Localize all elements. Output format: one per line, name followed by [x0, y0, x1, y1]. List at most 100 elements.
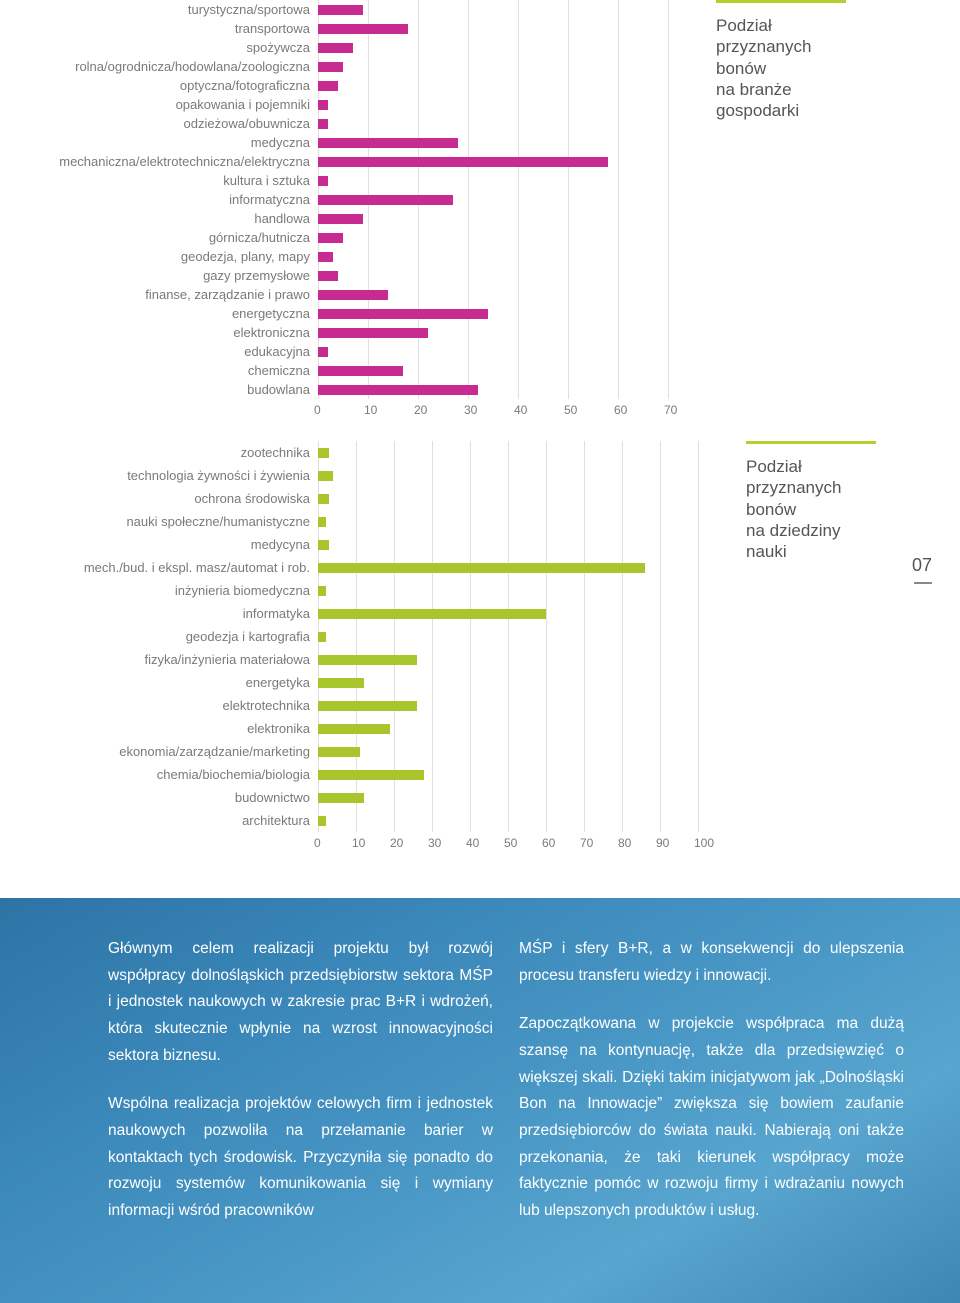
chart-row: ochrona środowiska: [0, 487, 714, 510]
chart-rows: zootechnika technologia żywności i żywie…: [0, 441, 714, 832]
x-tick: 10: [364, 403, 414, 417]
chart-row: transportowa: [0, 19, 684, 38]
title-rule: [716, 0, 846, 3]
bar-track: [318, 152, 608, 171]
bar: [318, 655, 417, 665]
bar: [318, 328, 428, 338]
bar: [318, 309, 488, 319]
x-tick: 50: [564, 403, 614, 417]
bar-label: architektura: [0, 813, 318, 828]
bar-track: [318, 466, 333, 485]
bar: [318, 271, 338, 281]
x-tick: 10: [352, 836, 390, 850]
bar-label: elektroniczna: [0, 325, 318, 340]
bar-track: [318, 38, 353, 57]
bar-label: mechaniczna/elektrotechniczna/elektryczn…: [0, 154, 318, 169]
x-tick: 100: [694, 836, 714, 850]
chart-row: medyczna: [0, 133, 684, 152]
chart-row: geodezja, plany, mapy: [0, 247, 684, 266]
chart-rows: turystyczna/sportowa transportowa spożyw…: [0, 0, 684, 399]
x-tick: 80: [618, 836, 656, 850]
bar-label: rolna/ogrodnicza/hodowlana/zoologiczna: [0, 59, 318, 74]
bar-label: edukacyjna: [0, 344, 318, 359]
chart-row: ekonomia/zarządzanie/marketing: [0, 740, 714, 763]
bar: [318, 347, 328, 357]
bar-label: finanse, zarządzanie i prawo: [0, 287, 318, 302]
bar: [318, 632, 326, 642]
chart-dziedziny: zootechnika technologia żywności i żywie…: [0, 441, 920, 850]
bar-track: [318, 209, 363, 228]
bar-label: energetyka: [0, 675, 318, 690]
bar: [318, 138, 458, 148]
bar-track: [318, 604, 546, 623]
bar-track: [318, 361, 403, 380]
bar-track: [318, 788, 364, 807]
bar-track: [318, 76, 338, 95]
chart-row: energetyka: [0, 671, 714, 694]
bar-track: [318, 266, 338, 285]
bar-label: nauki społeczne/humanistyczne: [0, 514, 318, 529]
bar-track: [318, 443, 329, 462]
chart-row: odzieżowa/obuwnicza: [0, 114, 684, 133]
bar: [318, 770, 424, 780]
x-tick: 90: [656, 836, 694, 850]
bar-track: [318, 627, 326, 646]
bar: [318, 81, 338, 91]
bar-label: medycyna: [0, 537, 318, 552]
bar-track: [318, 304, 488, 323]
x-tick: 40: [514, 403, 564, 417]
x-tick: 20: [414, 403, 464, 417]
page-number-value: 07: [912, 555, 932, 575]
bar-label: elektronika: [0, 721, 318, 736]
chart-row: budowlana: [0, 380, 684, 399]
bar-label: energetyczna: [0, 306, 318, 321]
bar-label: informatyczna: [0, 192, 318, 207]
chart-title: Podziałprzyznanychbonówna branżegospodar…: [716, 15, 846, 121]
bar-label: spożywcza: [0, 40, 318, 55]
bar-label: ochrona środowiska: [0, 491, 318, 506]
bar: [318, 747, 360, 757]
bar-label: geodezja i kartografia: [0, 629, 318, 644]
chart-row: chemiczna: [0, 361, 684, 380]
bar-label: ekonomia/zarządzanie/marketing: [0, 744, 318, 759]
bar: [318, 252, 333, 262]
bar-track: [318, 811, 326, 830]
bar: [318, 701, 417, 711]
bar-track: [318, 114, 328, 133]
bar-label: transportowa: [0, 21, 318, 36]
chart-row: spożywcza: [0, 38, 684, 57]
body-text-region: Głównym celem realizacji projektu był ro…: [0, 898, 960, 1303]
chart-row: budownictwo: [0, 786, 714, 809]
bar: [318, 176, 328, 186]
bar-label: górnicza/hutnicza: [0, 230, 318, 245]
bar-label: mech./bud. i ekspl. masz/automat i rob.: [0, 560, 318, 575]
chart-row: nauki społeczne/humanistyczne: [0, 510, 714, 533]
bar-track: [318, 190, 453, 209]
bar: [318, 119, 328, 129]
bar: [318, 586, 326, 596]
x-tick: 70: [664, 403, 684, 417]
bar: [318, 816, 326, 826]
chart-title: Podziałprzyznanychbonówna dziedzinynauki: [746, 456, 876, 562]
bar-track: [318, 19, 408, 38]
bar-track: [318, 133, 458, 152]
bar-label: zootechnika: [0, 445, 318, 460]
bar-track: [318, 285, 388, 304]
chart-row: energetyczna: [0, 304, 684, 323]
bar-track: [318, 380, 478, 399]
bar: [318, 43, 353, 53]
bar-label: informatyka: [0, 606, 318, 621]
bar-track: [318, 535, 329, 554]
bar: [318, 5, 363, 15]
chart-row: elektronika: [0, 717, 714, 740]
title-rule: [746, 441, 876, 444]
bar: [318, 366, 403, 376]
chart-row: geodezja i kartografia: [0, 625, 714, 648]
bar-label: opakowania i pojemniki: [0, 97, 318, 112]
bar-track: [318, 558, 645, 577]
chart-row: informatyczna: [0, 190, 684, 209]
paragraph: Wspólna realizacja projektów celowych fi…: [108, 1091, 493, 1224]
bar: [318, 62, 343, 72]
x-tick: 60: [542, 836, 580, 850]
chart-title-box: Podziałprzyznanychbonówna branżegospodar…: [716, 0, 846, 121]
